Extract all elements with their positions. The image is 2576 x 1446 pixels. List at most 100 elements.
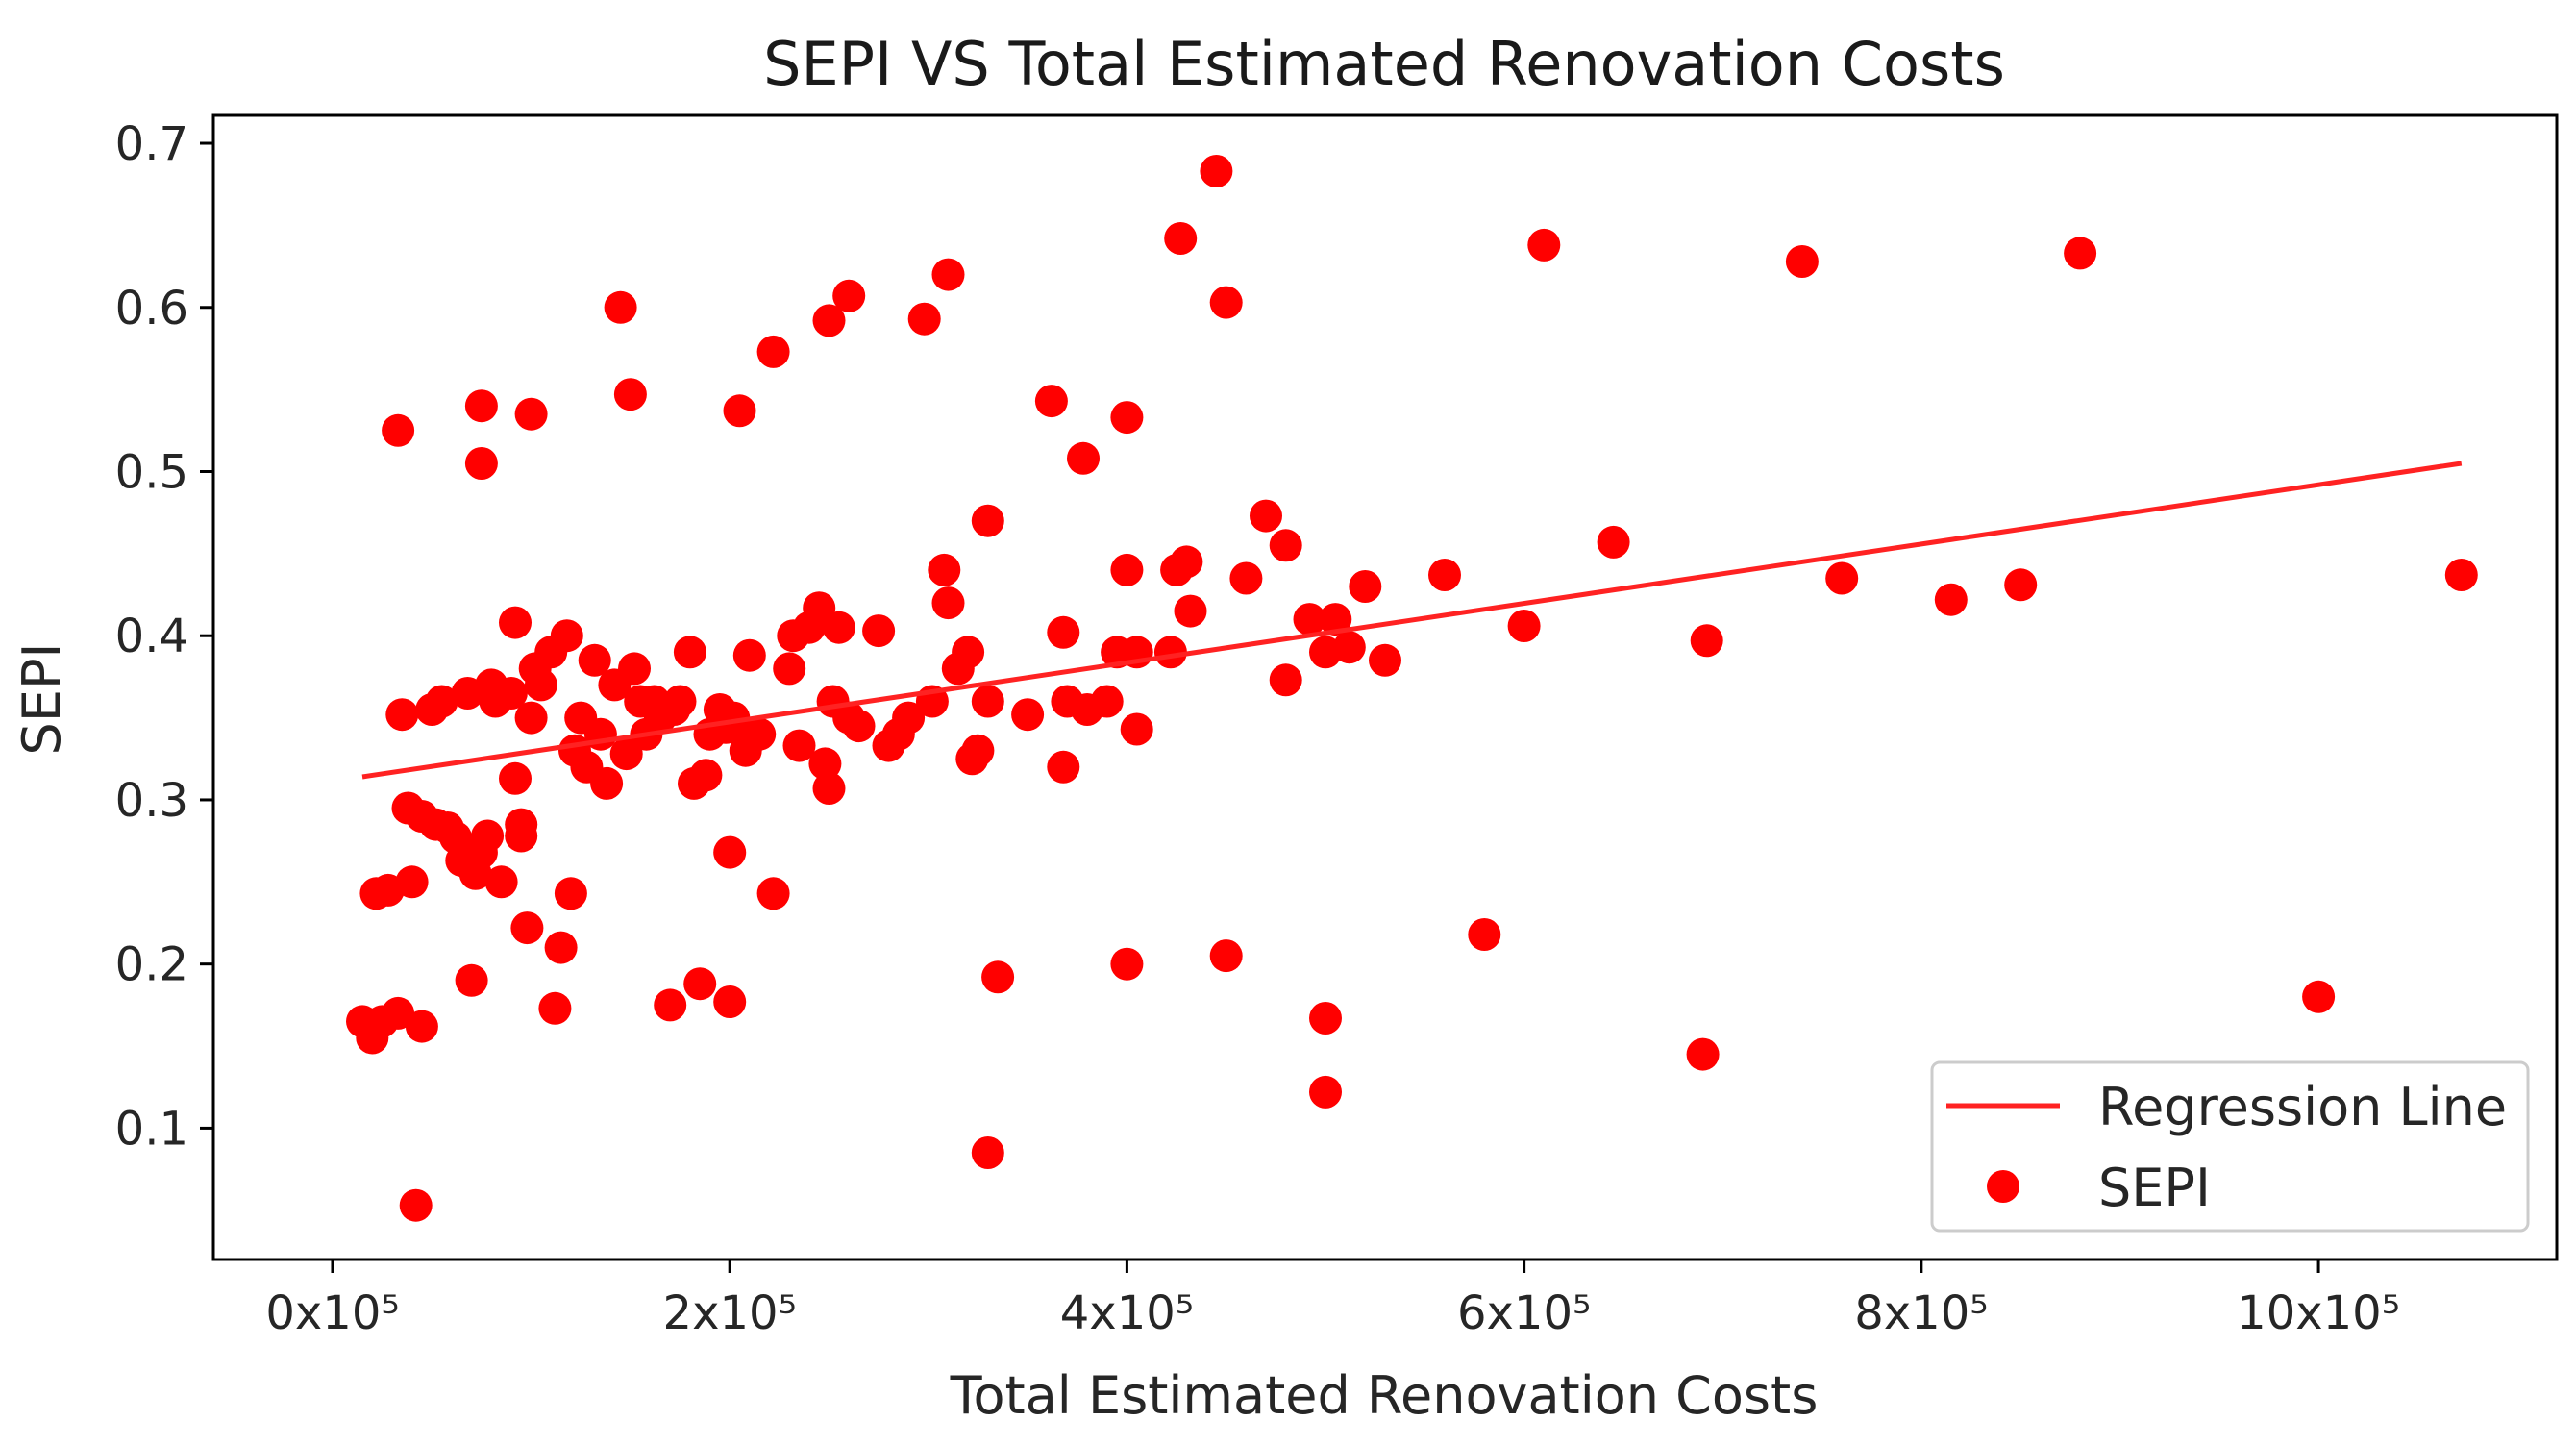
data-point <box>613 378 647 411</box>
data-point <box>952 636 985 669</box>
data-point <box>713 835 747 869</box>
data-point <box>604 290 637 324</box>
data-point <box>514 397 548 431</box>
y-tick-label: 0.7 <box>115 117 188 171</box>
data-point <box>1690 624 1723 658</box>
plot-area-frame <box>211 113 2559 1261</box>
data-point <box>1011 698 1045 732</box>
y-axis-label: SEPI <box>12 643 72 756</box>
data-point <box>1164 222 1198 255</box>
data-point <box>455 963 488 997</box>
data-point <box>654 988 687 1022</box>
chart-title: SEPI VS Total Estimated Renovation Costs <box>763 29 2005 99</box>
x-tick-label: 10x10⁵ <box>2237 1286 2400 1340</box>
data-point <box>1047 750 1080 784</box>
data-point <box>1250 499 1282 533</box>
data-point <box>971 1136 1004 1169</box>
regression-line-layer <box>361 461 2463 780</box>
data-point <box>782 729 816 762</box>
data-point <box>1174 594 1207 628</box>
data-point <box>812 772 846 805</box>
data-point <box>499 761 532 795</box>
data-point <box>1369 643 1401 677</box>
data-point <box>618 652 651 686</box>
data-point <box>1229 561 1263 595</box>
data-point <box>505 819 538 853</box>
data-point <box>1332 631 1366 664</box>
data-point <box>773 652 806 686</box>
data-point <box>1209 939 1243 973</box>
data-point <box>554 877 587 910</box>
data-point <box>544 931 578 964</box>
regression-line <box>361 461 2463 780</box>
data-point <box>1428 559 1461 591</box>
data-point <box>1047 615 1080 649</box>
data-point <box>1110 553 1144 586</box>
data-point <box>1319 603 1352 636</box>
data-point <box>395 865 429 899</box>
data-point <box>382 996 415 1030</box>
y-tick-label: 0.2 <box>115 938 188 992</box>
data-point <box>2302 980 2336 1013</box>
data-points <box>346 155 2478 1222</box>
data-point <box>524 668 557 702</box>
data-point <box>862 614 896 648</box>
data-point <box>756 877 790 910</box>
data-point <box>2004 568 2038 602</box>
legend-point-marker <box>1987 1170 2019 1203</box>
data-point <box>689 759 723 792</box>
data-point <box>2064 237 2097 270</box>
x-tick-label: 8x10⁵ <box>1854 1286 1988 1340</box>
data-point <box>382 413 415 447</box>
data-point <box>609 737 643 771</box>
data-point <box>499 606 532 639</box>
data-point <box>538 991 572 1025</box>
data-point <box>1034 385 1068 418</box>
data-point <box>803 591 836 625</box>
data-point <box>1507 610 1541 642</box>
data-point <box>1785 245 1819 278</box>
data-point <box>550 619 583 653</box>
data-point <box>931 586 965 620</box>
data-point <box>907 302 941 336</box>
data-point <box>464 447 498 480</box>
data-point <box>578 643 611 677</box>
data-point <box>494 677 528 710</box>
data-point <box>1209 286 1243 319</box>
data-point <box>1200 155 1233 187</box>
y-tick-label: 0.3 <box>115 774 188 828</box>
data-point <box>842 710 876 743</box>
data-point <box>961 734 995 767</box>
x-axis-ticks: 0x10⁵ 2x10⁵ 4x10⁵ 6x10⁵ 8x10⁵ 10x10⁵ <box>265 1259 2400 1340</box>
data-point <box>514 701 548 735</box>
x-axis-label: Total Estimated Renovation Costs <box>950 1365 1819 1426</box>
data-point <box>1120 712 1153 746</box>
x-tick-label: 6x10⁵ <box>1457 1286 1591 1340</box>
data-point <box>1309 1075 1342 1109</box>
data-point <box>405 1010 438 1043</box>
x-tick-label: 2x10⁵ <box>663 1286 797 1340</box>
data-point <box>892 701 926 735</box>
data-point <box>1468 918 1501 951</box>
data-point <box>2444 559 2478 591</box>
data-point <box>1269 663 1302 697</box>
legend-label-regression: Regression Line <box>2098 1077 2507 1137</box>
data-point <box>425 685 458 718</box>
data-point <box>1349 570 1382 603</box>
data-point <box>1527 228 1561 262</box>
data-point <box>981 960 1015 994</box>
data-point <box>484 865 518 899</box>
data-point <box>1170 545 1203 579</box>
data-point <box>1825 561 1859 595</box>
y-tick-label: 0.4 <box>115 610 188 663</box>
data-point <box>732 638 766 672</box>
data-point <box>1090 685 1124 718</box>
data-point <box>1293 603 1326 636</box>
data-point <box>1269 529 1302 562</box>
data-point <box>385 698 419 732</box>
data-point <box>1686 1037 1720 1071</box>
x-tick-label: 4x10⁵ <box>1060 1286 1194 1340</box>
data-point <box>1934 583 1968 616</box>
y-tick-label: 0.1 <box>115 1102 188 1156</box>
